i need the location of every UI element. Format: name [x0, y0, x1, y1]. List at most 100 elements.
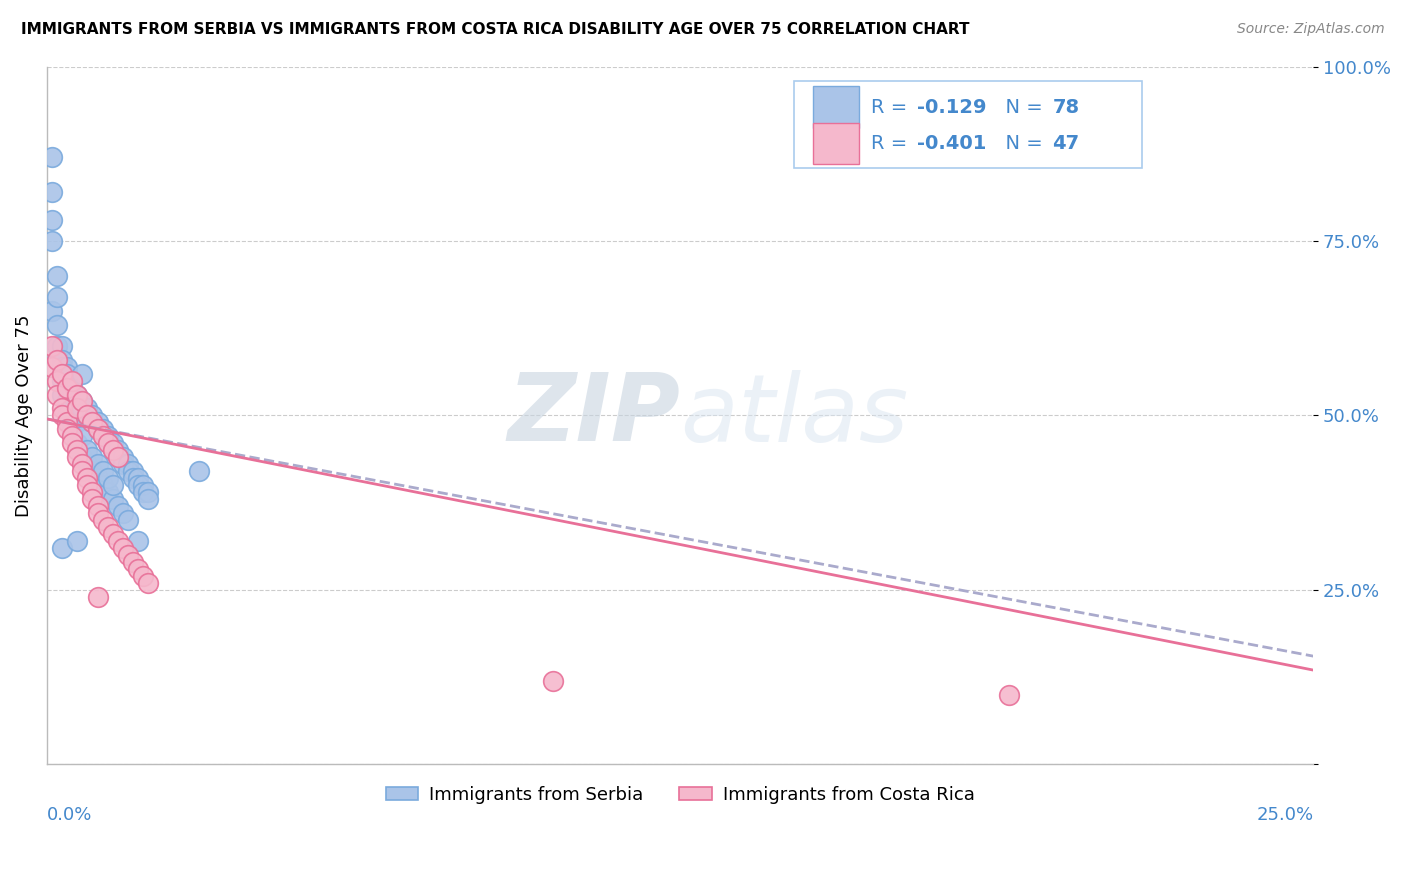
FancyBboxPatch shape: [813, 87, 859, 128]
Point: [51, 367, 73, 381]
Point: [97, 429, 120, 443]
Point: [56, 409, 79, 423]
Point: [107, 450, 129, 465]
Point: [66, 394, 89, 409]
Point: [76, 457, 98, 471]
Point: [111, 506, 134, 520]
Text: IMMIGRANTS FROM SERBIA VS IMMIGRANTS FROM COSTA RICA DISABILITY AGE OVER 75 CORR: IMMIGRANTS FROM SERBIA VS IMMIGRANTS FRO…: [21, 22, 970, 37]
Point: [56, 367, 79, 381]
Text: -0.129: -0.129: [917, 97, 987, 117]
Point: [51, 374, 73, 388]
Point: [72, 429, 94, 443]
Point: [46, 374, 69, 388]
Point: [41, 213, 63, 227]
Point: [41, 234, 63, 248]
Point: [41, 150, 63, 164]
Point: [41, 185, 63, 199]
Point: [72, 450, 94, 465]
Point: [72, 367, 94, 381]
Point: [60, 436, 83, 450]
Point: [72, 394, 94, 409]
Point: [117, 464, 139, 478]
Point: [72, 457, 94, 471]
Point: [91, 422, 114, 436]
Point: [132, 485, 155, 500]
Point: [101, 436, 124, 450]
Point: [46, 268, 69, 283]
Point: [86, 422, 108, 436]
Point: [127, 562, 149, 576]
Point: [101, 443, 124, 458]
Point: [543, 673, 565, 688]
Point: [66, 534, 89, 549]
Point: [97, 436, 120, 450]
Point: [107, 443, 129, 458]
Point: [51, 401, 73, 416]
Point: [66, 401, 89, 416]
Point: [72, 401, 94, 416]
Point: [187, 464, 209, 478]
Point: [51, 541, 73, 555]
Point: [60, 380, 83, 394]
Point: [56, 394, 79, 409]
Point: [41, 339, 63, 353]
Point: [56, 359, 79, 374]
Text: ZIP: ZIP: [508, 369, 681, 461]
Point: [72, 394, 94, 409]
Point: [107, 450, 129, 465]
Point: [76, 471, 98, 485]
Point: [76, 409, 98, 423]
Point: [41, 359, 63, 374]
Point: [76, 478, 98, 492]
Point: [46, 352, 69, 367]
Point: [86, 457, 108, 471]
FancyBboxPatch shape: [813, 123, 859, 164]
Point: [56, 380, 79, 394]
Point: [97, 520, 120, 534]
Text: R =: R =: [872, 97, 914, 117]
Point: [117, 457, 139, 471]
Point: [86, 422, 108, 436]
Point: [51, 352, 73, 367]
Point: [56, 416, 79, 430]
Point: [136, 575, 159, 590]
Point: [132, 478, 155, 492]
Point: [91, 429, 114, 443]
Point: [101, 443, 124, 458]
Point: [101, 527, 124, 541]
Point: [82, 450, 104, 465]
Point: [76, 443, 98, 458]
Point: [72, 464, 94, 478]
Point: [107, 499, 129, 513]
Text: N =: N =: [993, 134, 1049, 153]
Point: [46, 339, 69, 353]
Point: [86, 416, 108, 430]
Point: [82, 492, 104, 507]
Point: [66, 387, 89, 401]
Text: R =: R =: [872, 134, 914, 153]
Point: [86, 499, 108, 513]
Point: [66, 416, 89, 430]
Point: [122, 471, 145, 485]
Point: [66, 443, 89, 458]
Text: atlas: atlas: [681, 370, 908, 461]
Point: [91, 429, 114, 443]
Point: [82, 416, 104, 430]
Point: [91, 478, 114, 492]
Point: [51, 339, 73, 353]
Point: [46, 352, 69, 367]
Point: [41, 303, 63, 318]
Point: [82, 409, 104, 423]
Point: [51, 359, 73, 374]
Point: [86, 471, 108, 485]
Point: [101, 478, 124, 492]
Text: 0.0%: 0.0%: [46, 806, 93, 824]
Point: [101, 492, 124, 507]
FancyBboxPatch shape: [794, 80, 1142, 168]
Legend: Immigrants from Serbia, Immigrants from Costa Rica: Immigrants from Serbia, Immigrants from …: [378, 779, 981, 811]
Text: 47: 47: [1053, 134, 1080, 153]
Text: 78: 78: [1053, 97, 1080, 117]
Point: [76, 409, 98, 423]
Point: [127, 534, 149, 549]
Point: [127, 471, 149, 485]
